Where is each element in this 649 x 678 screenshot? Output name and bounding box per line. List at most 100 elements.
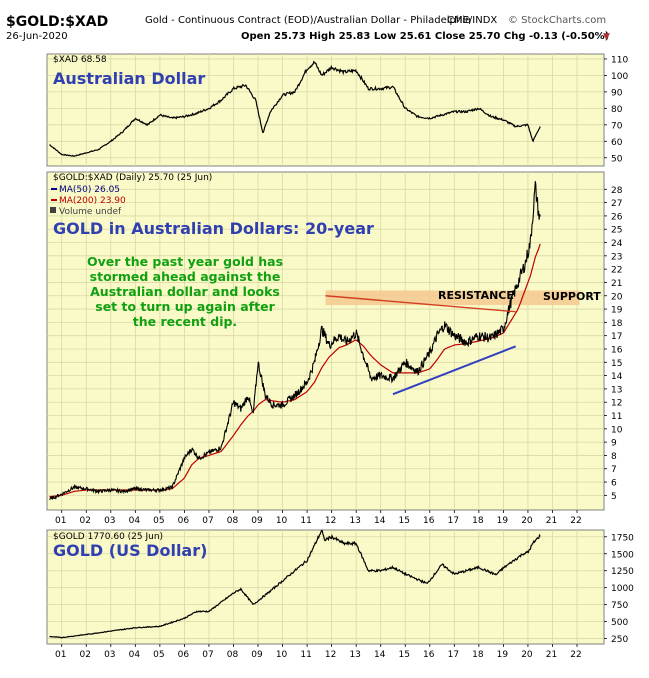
x-tick-label: 04: [129, 516, 141, 526]
xad-price-line: [49, 60, 541, 157]
x-tick-label: 20: [521, 516, 533, 526]
y-tick-label: 14: [611, 372, 623, 382]
x-tick-label: 03: [104, 650, 115, 660]
panel-gold-usd-x-axis: 01 02 03 04 05 06 07 08 09 10 11 12 13 14 15 16 17 18 19 20…: [55, 644, 582, 660]
x-tick-label: 22: [570, 650, 581, 660]
x-tick-label: 22: [570, 516, 581, 526]
y-tick-label: 26: [611, 212, 623, 222]
x-tick-label: 11: [300, 516, 311, 526]
y-tick-label: 7: [611, 465, 617, 475]
x-tick-label: 06: [178, 650, 190, 660]
chart-description: Gold - Continuous Contract (EOD)/Austral…: [145, 15, 471, 26]
x-tick-label: 13: [349, 650, 360, 660]
x-tick-label: 17: [448, 516, 459, 526]
support-label: SUPPORT: [543, 290, 601, 303]
x-tick-label: 06: [178, 516, 190, 526]
panel-gold-aud-background: [46, 171, 605, 511]
x-tick-label: 03: [104, 516, 115, 526]
y-tick-label: 11: [611, 412, 622, 422]
uptrend-line: [392, 345, 517, 396]
x-tick-label: 16: [423, 650, 435, 660]
y-tick-label: 500: [611, 618, 628, 628]
x-tick-label: 05: [153, 650, 164, 660]
x-tick-label: 07: [202, 516, 213, 526]
commentary-line: Australian dollar and looks: [90, 284, 280, 299]
x-tick-label: 11: [300, 650, 311, 660]
y-tick-label: 750: [611, 601, 628, 611]
x-tick-label: 15: [399, 516, 410, 526]
x-tick-label: 14: [374, 516, 386, 526]
x-tick-label: 21: [546, 516, 557, 526]
volume-icon: [50, 207, 56, 213]
resistance-line: [325, 295, 516, 313]
y-tick-label: 15: [611, 359, 622, 369]
x-tick-label: 09: [251, 516, 263, 526]
y-tick-label: 1500: [611, 550, 634, 560]
commentary-line: stormed ahead against the: [90, 269, 281, 284]
resistance-label: RESISTANCE: [438, 289, 514, 302]
gold-aud-legend: $GOLD:$XAD (Daily) 25.70 (25 Jun) MA(50)…: [50, 173, 212, 217]
y-tick-label: 25: [611, 226, 622, 236]
x-tick-label: 12: [325, 516, 336, 526]
panel-gold-usd-background: [46, 529, 605, 645]
y-tick-label: 1250: [611, 567, 634, 577]
x-tick-label: 07: [202, 650, 213, 660]
x-tick-label: 14: [374, 650, 386, 660]
y-tick-label: 5: [611, 492, 617, 502]
x-tick-label: 10: [276, 516, 288, 526]
x-tick-label: 09: [251, 650, 263, 660]
gold-usd-legend: $GOLD 1770.60 (25 Jun): [53, 532, 163, 542]
commentary-annotation: Over the past year gold has stormed ahead…: [87, 254, 283, 329]
chg-down-icon: ▼: [603, 32, 610, 42]
y-tick-label: 13: [611, 385, 622, 395]
legend-ma200: MA(200) 23.90: [59, 196, 126, 206]
y-tick-label: 21: [611, 279, 622, 289]
chart-symbol: $GOLD:$XAD: [6, 14, 108, 30]
x-tick-label: 08: [227, 650, 239, 660]
x-tick-label: 21: [546, 650, 557, 660]
xad-panel-title: Australian Dollar: [53, 69, 205, 88]
y-tick-label: 19: [611, 306, 623, 316]
y-tick-label: 100: [611, 72, 628, 82]
y-tick-label: 17: [611, 332, 622, 342]
y-tick-label: 50: [611, 154, 623, 164]
y-tick-label: 16: [611, 345, 623, 355]
commentary-line: the recent dip.: [133, 314, 237, 329]
x-tick-label: 01: [55, 650, 66, 660]
x-tick-label: 17: [448, 650, 459, 660]
commentary-line: Over the past year gold has: [87, 254, 283, 269]
y-tick-label: 27: [611, 199, 622, 209]
x-tick-label: 19: [497, 650, 509, 660]
x-tick-label: 19: [497, 516, 509, 526]
x-tick-label: 05: [153, 516, 164, 526]
chart-date: 26-Jun-2020: [6, 31, 68, 42]
y-tick-label: 70: [611, 121, 623, 131]
y-tick-label: 9: [611, 439, 617, 449]
x-tick-label: 04: [129, 650, 141, 660]
legend-volume: Volume undef: [59, 207, 122, 217]
y-tick-label: 8: [611, 452, 617, 462]
gold-usd-panel-title: GOLD (US Dollar): [53, 541, 207, 560]
exchange-label: CME/INDX: [447, 15, 497, 26]
panel-gold-usd-grid: [47, 530, 604, 644]
panel-gold-usd-y-axis: 250 500 750 1000 1250 1500 1750: [604, 533, 634, 645]
x-tick-label: 02: [80, 516, 91, 526]
y-tick-label: 22: [611, 266, 622, 276]
source-label[interactable]: © StockCharts.com: [508, 15, 606, 26]
x-tick-label: 08: [227, 516, 239, 526]
x-tick-label: 10: [276, 650, 288, 660]
gold-usd-price-line: [49, 529, 541, 639]
legend-price: $GOLD:$XAD (Daily) 25.70 (25 Jun): [53, 173, 212, 183]
x-tick-label: 02: [80, 650, 91, 660]
commentary-line: set to turn up again after: [95, 299, 275, 314]
x-tick-label: 18: [472, 650, 484, 660]
xad-legend: $XAD 68.58: [53, 55, 107, 65]
y-tick-label: 80: [611, 105, 623, 115]
panel-xad-y-axis: 50 60 70 80 90 100 110: [604, 55, 628, 164]
y-tick-label: 1750: [611, 533, 634, 543]
x-tick-label: 12: [325, 650, 336, 660]
y-tick-label: 1000: [611, 584, 634, 594]
y-tick-label: 18: [611, 319, 623, 329]
